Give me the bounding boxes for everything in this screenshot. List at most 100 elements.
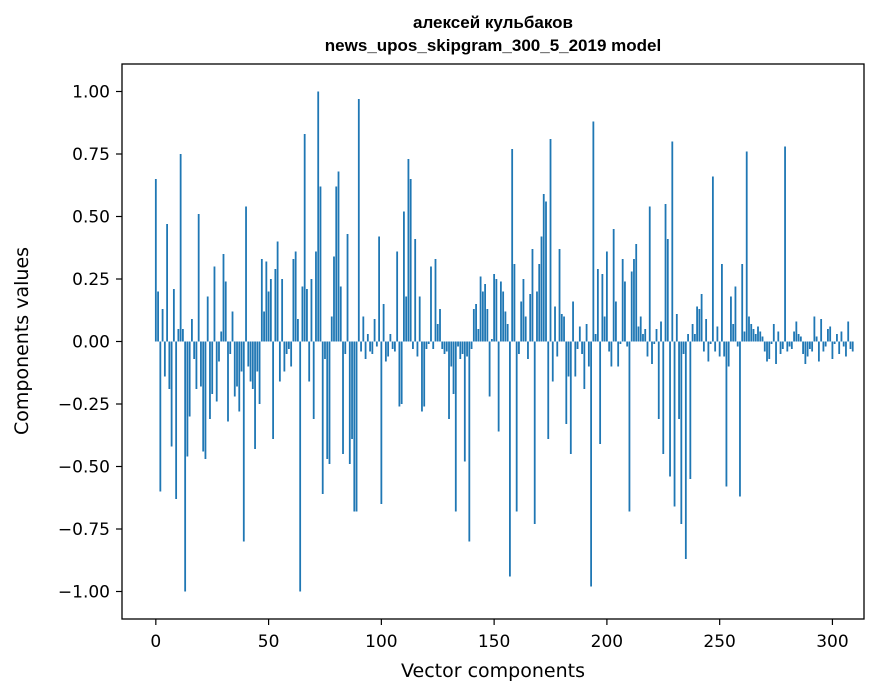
bar-104	[389, 334, 392, 342]
bar-217	[644, 329, 647, 342]
bar-169	[536, 291, 538, 342]
bar-262	[745, 151, 748, 342]
bar-223	[657, 341, 660, 419]
bar-129	[445, 341, 448, 352]
bar-0	[154, 179, 157, 342]
bar-276	[777, 331, 780, 342]
bar-233	[680, 341, 683, 524]
bar-202	[610, 341, 613, 367]
y-tick-label: 0.00	[72, 333, 110, 353]
bar-99	[378, 236, 380, 342]
bar-266	[754, 334, 757, 342]
bar-134	[457, 341, 459, 347]
bar-279	[784, 146, 786, 342]
bar-168	[533, 341, 536, 524]
bar-144	[479, 276, 482, 342]
bar-39	[242, 341, 245, 542]
bar-186	[574, 341, 577, 377]
bar-6	[168, 341, 171, 389]
bar-259	[739, 341, 741, 497]
bar-254	[727, 341, 730, 367]
bar-63	[297, 319, 299, 342]
bar-100	[380, 341, 383, 504]
bar-113	[409, 179, 412, 342]
bar-119	[423, 341, 426, 407]
bar-28	[218, 341, 220, 362]
bar-220	[651, 341, 653, 364]
bar-305	[842, 341, 845, 347]
bar-64	[299, 341, 302, 592]
bar-300	[831, 341, 834, 359]
bar-109	[400, 341, 403, 404]
bar-108	[398, 341, 401, 407]
bar-218	[646, 341, 649, 357]
bar-199	[603, 316, 606, 342]
bar-209	[626, 341, 629, 347]
bar-304	[840, 331, 843, 342]
bar-67	[306, 289, 308, 342]
bar-45	[256, 341, 259, 372]
bar-292	[813, 316, 816, 342]
bar-33	[229, 341, 232, 354]
bar-293	[815, 336, 818, 342]
bar-173	[545, 201, 547, 342]
bar-204	[615, 301, 617, 342]
bar-126	[439, 309, 441, 342]
bar-193	[590, 341, 592, 587]
bar-55	[278, 341, 281, 382]
bar-200	[605, 251, 608, 342]
bar-80	[335, 186, 338, 342]
bar-231	[675, 314, 678, 342]
bar-123	[432, 341, 435, 349]
y-axis-ticks: 1.00 0.75 0.50 0.25 0.00 −0.25 −0.50 −0.75 −1.00	[58, 83, 122, 603]
bar-152	[497, 341, 500, 432]
bar-91	[360, 341, 362, 352]
bar-133	[454, 341, 457, 512]
y-tick-label: −0.25	[58, 395, 110, 415]
bar-114	[412, 341, 414, 349]
bar-211	[630, 271, 633, 342]
bar-165	[527, 341, 529, 359]
bar-148	[488, 341, 491, 397]
x-tick-label: 100	[365, 632, 397, 652]
bar-89	[355, 341, 358, 512]
bar-296	[822, 341, 825, 352]
bar-90	[357, 99, 360, 342]
bar-161	[518, 341, 520, 354]
x-tick-label: 300	[816, 632, 848, 652]
bar-136	[461, 341, 464, 354]
bar-260	[741, 264, 744, 342]
y-axis-label: Components values	[11, 247, 33, 435]
bar-27	[215, 341, 218, 402]
bar-13	[184, 341, 187, 592]
bar-58	[285, 341, 288, 354]
bar-246	[709, 341, 712, 344]
bar-117	[418, 296, 421, 342]
bar-141	[472, 309, 475, 342]
bar-88	[353, 341, 356, 512]
bar-185	[572, 301, 574, 342]
bar-7	[170, 341, 173, 447]
bar-171	[540, 236, 543, 342]
bar-94	[366, 334, 369, 342]
bar-253	[725, 341, 728, 487]
bar-196	[596, 269, 599, 342]
bar-96	[371, 341, 374, 354]
bar-105	[391, 341, 394, 349]
bar-107	[396, 251, 399, 342]
bar-306	[845, 341, 847, 357]
bar-235	[684, 341, 687, 559]
bar-43	[251, 341, 254, 389]
bar-138	[466, 341, 468, 357]
bar-81	[337, 171, 340, 342]
x-tick-label: 250	[703, 632, 735, 652]
bar-247	[711, 176, 714, 342]
bar-230	[673, 341, 676, 507]
bar-75	[324, 341, 326, 359]
bar-48	[263, 311, 265, 342]
bar-210	[628, 341, 631, 512]
x-axis-ticks: 0 50 100 150 200 250 300	[150, 619, 849, 652]
bar-131	[450, 341, 453, 367]
bar-4	[163, 341, 166, 377]
bar-227	[666, 239, 669, 342]
